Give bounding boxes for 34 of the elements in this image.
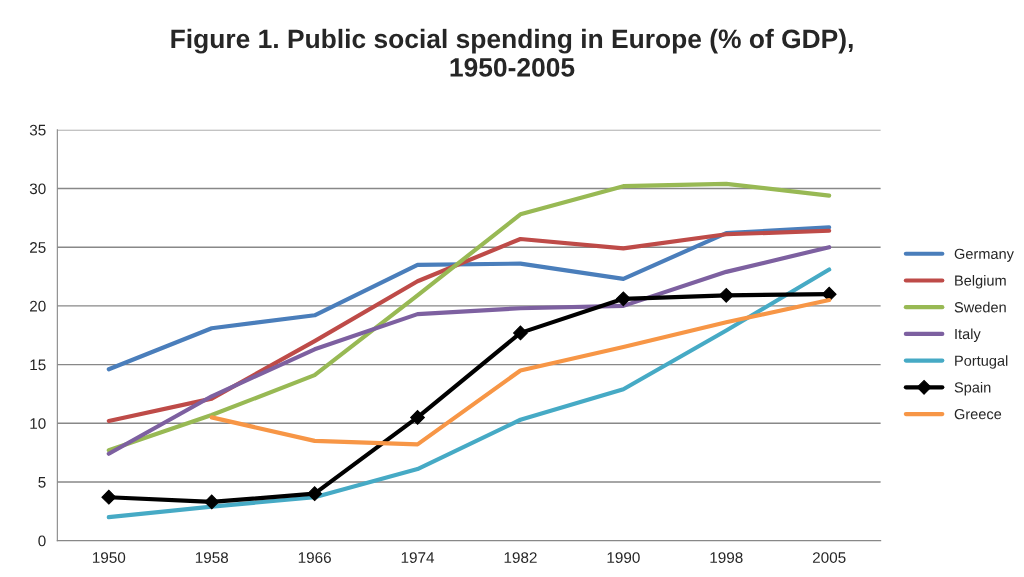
point	[615, 291, 631, 307]
point	[410, 410, 425, 425]
x-tick-label: 1982	[504, 552, 537, 563]
y-tick-label: 15	[30, 359, 46, 371]
legend-label: Greece	[954, 408, 1002, 420]
x-tick-label: 1990	[607, 552, 640, 563]
x-tick-label: 1998	[710, 552, 743, 563]
y-tick-label: 35	[29, 124, 46, 136]
y-tick-label: 20	[30, 300, 46, 312]
line-series	[106, 225, 832, 372]
x-tick-label: 1950	[92, 552, 126, 563]
line-series	[106, 245, 832, 456]
legend-label: Spain	[954, 381, 991, 396]
y-tick-label: 5	[38, 476, 46, 488]
legend-label: Germany	[954, 248, 1014, 262]
legend-label: Portugal	[955, 355, 1008, 369]
legend-label: Sweden	[954, 301, 1006, 313]
y-tick-label: 25	[30, 242, 46, 253]
point	[204, 494, 220, 510]
line-series	[106, 181, 832, 453]
y-tick-label: 0	[38, 535, 46, 547]
point	[101, 489, 117, 505]
point	[307, 486, 323, 502]
x-tick-label: 1974	[401, 552, 435, 563]
chart-title: Figure 1. Public social spending in Europe (% of GDP), 1950-2005	[171, 28, 853, 77]
x-tick-label: 1958	[195, 552, 229, 563]
x-tick-label: 2005	[812, 552, 846, 563]
legend-label: Belgium	[955, 275, 1006, 289]
point	[718, 287, 734, 303]
y-tick-label: 10	[30, 418, 46, 429]
x-tick-label: 1966	[298, 552, 331, 563]
point	[513, 325, 528, 341]
y-tick-label: 30	[29, 183, 46, 195]
legend-label: Italy	[955, 328, 981, 343]
